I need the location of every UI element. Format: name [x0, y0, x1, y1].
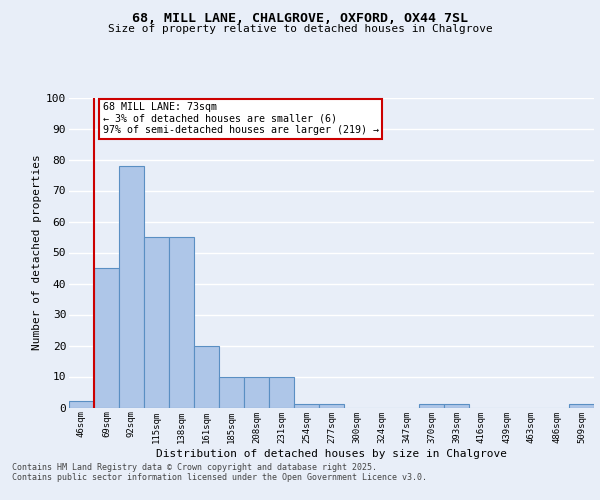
Bar: [169, 237, 194, 408]
Bar: [94, 268, 119, 407]
Bar: [244, 376, 269, 408]
Bar: [219, 376, 244, 408]
Bar: [419, 404, 444, 407]
Bar: [119, 166, 144, 408]
Bar: [144, 237, 169, 408]
Bar: [269, 376, 294, 408]
Text: Size of property relative to detached houses in Chalgrove: Size of property relative to detached ho…: [107, 24, 493, 34]
Bar: [444, 404, 469, 407]
Y-axis label: Number of detached properties: Number of detached properties: [32, 154, 42, 350]
Text: Contains HM Land Registry data © Crown copyright and database right 2025.: Contains HM Land Registry data © Crown c…: [12, 462, 377, 471]
Text: 68, MILL LANE, CHALGROVE, OXFORD, OX44 7SL: 68, MILL LANE, CHALGROVE, OXFORD, OX44 7…: [132, 12, 468, 26]
Text: Contains public sector information licensed under the Open Government Licence v3: Contains public sector information licen…: [12, 472, 427, 482]
Bar: [319, 404, 344, 407]
Bar: [294, 404, 319, 407]
Bar: [194, 346, 219, 408]
X-axis label: Distribution of detached houses by size in Chalgrove: Distribution of detached houses by size …: [156, 450, 507, 460]
Bar: [69, 402, 94, 407]
Bar: [569, 404, 594, 407]
Text: 68 MILL LANE: 73sqm
← 3% of detached houses are smaller (6)
97% of semi-detached: 68 MILL LANE: 73sqm ← 3% of detached hou…: [103, 102, 379, 136]
